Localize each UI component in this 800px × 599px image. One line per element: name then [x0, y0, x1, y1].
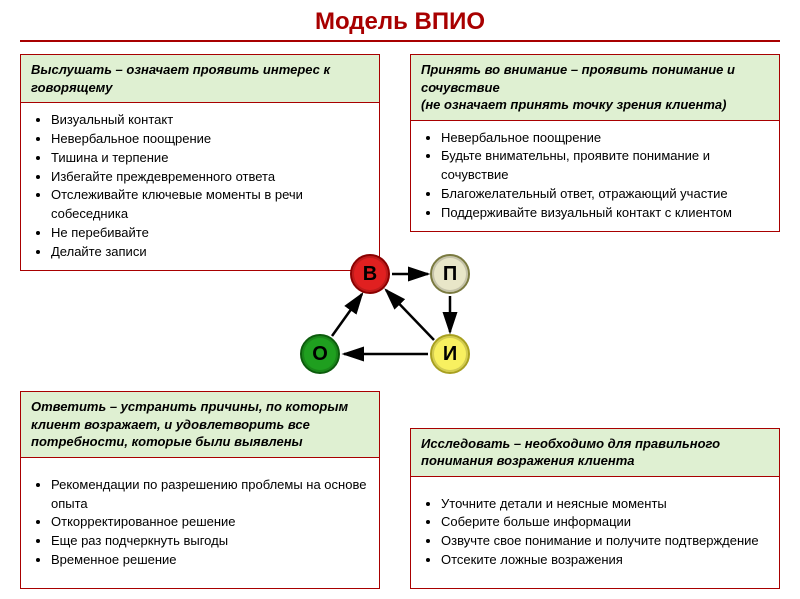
- list-item: Временное решение: [51, 551, 371, 570]
- box-header: Выслушать – означает проявить интерес к …: [21, 55, 379, 103]
- list-item: Уточните детали и неясные моменты: [441, 495, 771, 514]
- list-item: Невербальное поощрение: [441, 129, 771, 148]
- list-item: Тишина и терпение: [51, 149, 371, 168]
- list-item: Поддерживайте визуальный контакт с клиен…: [441, 204, 771, 223]
- list-item: Благожелательный ответ, отражающий участ…: [441, 185, 771, 204]
- box-body: Рекомендации по разрешению проблемы на о…: [21, 458, 379, 588]
- box-header: Исследовать – необходимо для правильного…: [411, 429, 779, 477]
- box-prinyat: Принять во внимание – проявить понимание…: [410, 54, 780, 232]
- page-title: Модель ВПИО: [0, 0, 800, 40]
- title-underline: [20, 40, 780, 42]
- list-item: Невербальное поощрение: [51, 130, 371, 149]
- box-body: Уточните детали и неясные моменты Собери…: [411, 477, 779, 588]
- list-item: Отслеживайте ключевые моменты в речи соб…: [51, 186, 371, 224]
- box-header: Принять во внимание – проявить понимание…: [411, 55, 779, 121]
- list-item: Избегайте преждевременного ответа: [51, 168, 371, 187]
- box-body: Невербальное поощрение Будьте внимательн…: [411, 121, 779, 231]
- list-item: Отсеките ложные возражения: [441, 551, 771, 570]
- list-item: Соберите больше информации: [441, 513, 771, 532]
- list-item: Не перебивайте: [51, 224, 371, 243]
- list-item: Озвучте свое понимание и получите подтве…: [441, 532, 771, 551]
- list-item: Делайте записи: [51, 243, 371, 262]
- list-item: Еще раз подчеркнуть выгоды: [51, 532, 371, 551]
- list-item: Откорректированное решение: [51, 513, 371, 532]
- box-vyslushat: Выслушать – означает проявить интерес к …: [20, 54, 380, 271]
- box-otvetit: Ответить – устранить причины, по которым…: [20, 391, 380, 589]
- box-issledovat: Исследовать – необходимо для правильного…: [410, 428, 780, 589]
- box-header: Ответить – устранить причины, по которым…: [21, 392, 379, 458]
- content-grid: Выслушать – означает проявить интерес к …: [20, 54, 780, 589]
- list-item: Рекомендации по разрешению проблемы на о…: [51, 476, 371, 514]
- list-item: Визуальный контакт: [51, 111, 371, 130]
- box-body: Визуальный контакт Невербальное поощрени…: [21, 103, 379, 270]
- list-item: Будьте внимательны, проявите понимание и…: [441, 147, 771, 185]
